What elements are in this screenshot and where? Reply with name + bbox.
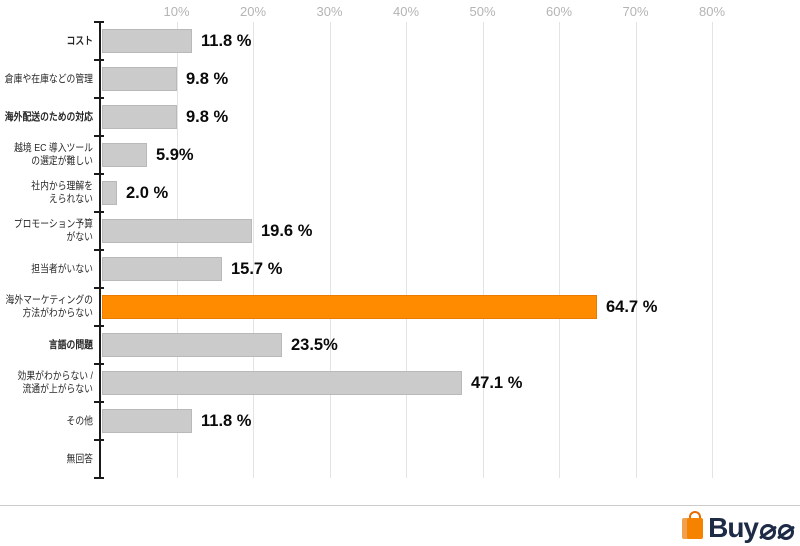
value-label: 11.8 % xyxy=(201,32,252,50)
category-label: 海外配送のための対応 xyxy=(4,110,94,123)
chart-row: 言語の問題 23.5% xyxy=(0,326,800,364)
gridline xyxy=(330,22,331,478)
stylized-e-icon xyxy=(760,524,776,540)
category-label: 海外マーケティングの 方法がわからない xyxy=(5,294,94,319)
chart-row: 倉庫や在庫などの管理 9.8 % xyxy=(0,60,800,98)
axis-tick-mark xyxy=(94,401,104,403)
x-axis-tick-label: 80% xyxy=(698,4,726,19)
chart-row: 効果がわからない / 流通が上がらない 47.1 % xyxy=(0,364,800,402)
category-label: 越境 EC 導入ツール の選定が難しい xyxy=(14,142,94,167)
category-label: その他 xyxy=(66,414,93,427)
bar xyxy=(102,257,222,281)
bar xyxy=(102,29,192,53)
category-label: 倉庫や在庫などの管理 xyxy=(4,72,94,85)
category-label: 社内から理解を えられない xyxy=(31,180,94,205)
bar xyxy=(102,105,177,129)
bag-handle xyxy=(689,511,702,521)
chart-row: 担当者がいない 15.7 % xyxy=(0,250,800,288)
x-axis-tick-label: 40% xyxy=(392,4,420,19)
axis-tick-mark xyxy=(94,135,104,137)
bar xyxy=(102,181,117,205)
value-label: 2.0 % xyxy=(126,184,169,202)
axis-tick-mark xyxy=(94,439,104,441)
category-label: 効果がわからない / 流通が上がらない xyxy=(17,370,94,395)
axis-tick-mark xyxy=(94,59,104,61)
bar-highlighted xyxy=(102,295,597,319)
gridline xyxy=(559,22,560,478)
x-axis-tick-label: 60% xyxy=(545,4,573,19)
category-label: 担当者がいない xyxy=(31,262,94,275)
axis-tick-mark xyxy=(94,21,104,23)
category-label: プロモーション予算 がない xyxy=(13,218,93,243)
value-label: 5.9% xyxy=(156,146,194,164)
value-label: 11.8 % xyxy=(201,412,252,430)
value-label: 23.5% xyxy=(291,336,338,354)
axis-tick-mark xyxy=(94,477,104,479)
bar xyxy=(102,371,462,395)
chart-row: 越境 EC 導入ツール の選定が難しい 5.9% xyxy=(0,136,800,174)
value-label: 15.7 % xyxy=(231,260,283,278)
bag-body xyxy=(687,518,704,539)
bar xyxy=(102,143,147,167)
value-label: 9.8 % xyxy=(186,108,229,126)
category-label: 言語の問題 xyxy=(48,338,93,351)
value-label: 9.8 % xyxy=(186,70,229,88)
bag-side-panel xyxy=(682,518,691,539)
axis-tick-mark xyxy=(94,325,104,327)
gridline xyxy=(406,22,407,478)
buyee-wordmark: Buy xyxy=(708,512,794,543)
gridline xyxy=(712,22,713,478)
bar xyxy=(102,219,252,243)
chart-row: プロモーション予算 がない 19.6 % xyxy=(0,212,800,250)
gridline xyxy=(177,22,178,478)
stylized-e-icon xyxy=(778,524,794,540)
x-axis-tick-label: 50% xyxy=(469,4,496,19)
axis-tick-mark xyxy=(94,363,104,365)
footer-divider xyxy=(0,505,800,506)
axis-tick-mark xyxy=(94,287,104,289)
chart-row: 海外配送のための対応 9.8 % xyxy=(0,98,800,136)
gridline xyxy=(253,22,254,478)
category-label: 無回答 xyxy=(66,452,93,465)
chart-row: 無回答 xyxy=(0,440,800,478)
wordmark-text: Buy xyxy=(708,512,759,543)
category-label: コスト xyxy=(66,34,93,47)
bar xyxy=(102,409,192,433)
axis-tick-mark xyxy=(94,97,104,99)
gridline xyxy=(483,22,484,478)
buyee-logo: Buy xyxy=(682,511,794,543)
value-label: 19.6 % xyxy=(261,222,313,240)
axis-tick-mark xyxy=(94,249,104,251)
value-label: 47.1 % xyxy=(471,374,523,392)
value-label: 64.7 % xyxy=(606,298,658,316)
chart-row: コスト 11.8 % xyxy=(0,22,800,60)
chart-row: 社内から理解を えられない 2.0 % xyxy=(0,174,800,212)
axis-tick-mark xyxy=(94,211,104,213)
x-axis-tick-label: 20% xyxy=(239,4,267,19)
x-axis-tick-label: 30% xyxy=(316,4,343,19)
chart-row: その他 11.8 % xyxy=(0,402,800,440)
bar xyxy=(102,67,177,91)
x-axis-tick-label: 70% xyxy=(622,4,649,19)
x-axis-tick-label: 10% xyxy=(163,4,190,19)
chart-row: 海外マーケティングの 方法がわからない 64.7 % xyxy=(0,288,800,326)
shopping-bag-icon xyxy=(682,511,705,541)
gridline xyxy=(636,22,637,478)
bar xyxy=(102,333,282,357)
axis-tick-mark xyxy=(94,173,104,175)
